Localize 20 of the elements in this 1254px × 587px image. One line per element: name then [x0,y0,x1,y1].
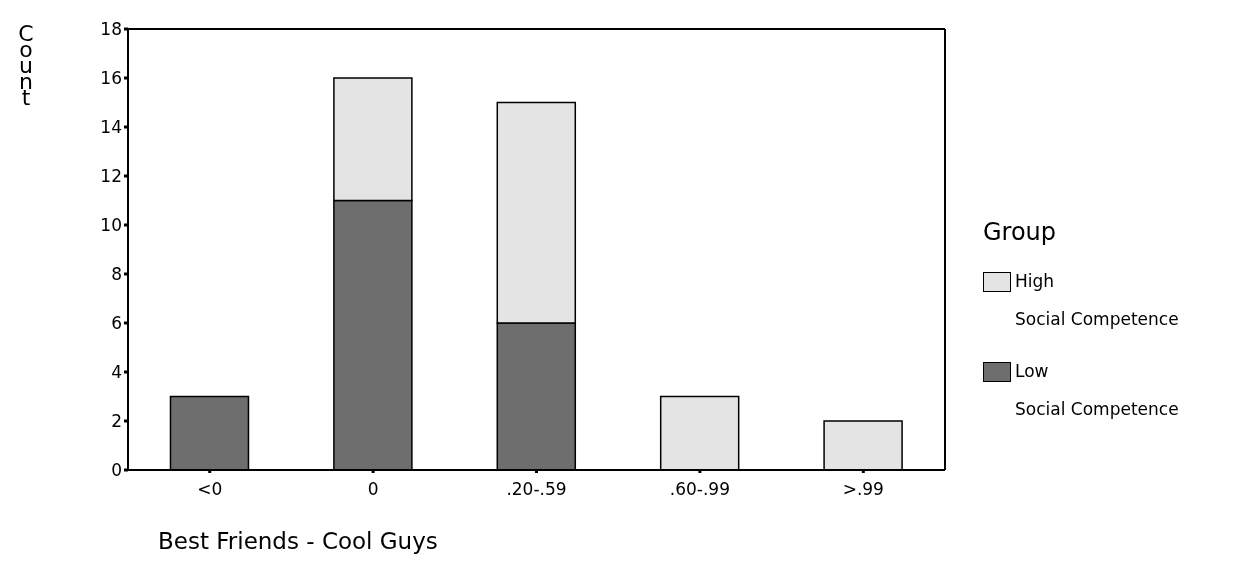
y-tick-label: 10 [100,215,122,236]
y-axis-title: Count [18,21,34,110]
x-tick-label: <0 [197,479,223,500]
y-tick-label: 12 [100,166,122,187]
x-tick-label: .20-.59 [506,479,567,500]
x-axis-title: Best Friends - Cool Guys [158,528,438,554]
x-tick-label: 0 [367,479,379,500]
y-tick-label: 18 [100,19,122,40]
y-tick-label: 8 [111,264,122,285]
legend-label: Low Social Competence [1015,360,1179,421]
x-tick-label: .60-.99 [669,479,731,500]
y-tick-label: 16 [100,68,122,89]
x-tick-label: >.99 [842,479,884,500]
y-tick-label: 0 [111,460,122,481]
y-tick-label: 14 [100,117,122,138]
y-tick-label: 6 [111,313,122,334]
y-tick-label: 2 [111,411,122,432]
legend-title: Group [983,218,1058,246]
legend-label: High Social Competence [1015,270,1179,331]
y-tick-label: 4 [111,362,122,383]
